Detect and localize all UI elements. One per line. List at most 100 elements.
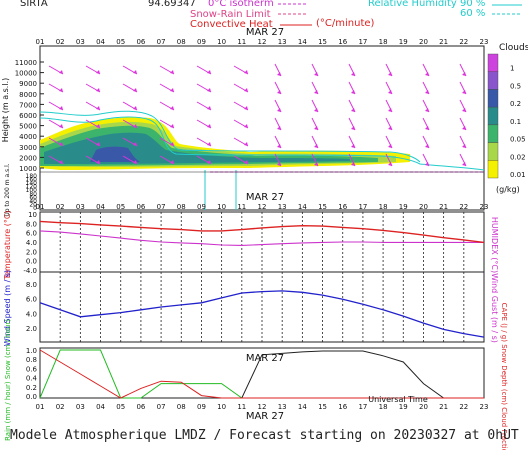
hour-tick-label: 23 — [480, 203, 489, 211]
cloud-legend-unit: (g/kg) — [496, 185, 520, 194]
wind-arrowhead — [425, 90, 429, 94]
hour-tick-label: 18 — [379, 403, 388, 411]
cloud-y-tick-low: 100 — [26, 187, 38, 194]
hour-tick-label: 03 — [76, 403, 85, 411]
precip-y2label: CAPE (J / g) Snow Depth (cm) Cloud Fract… — [500, 303, 508, 450]
wind-speed-line — [39, 290, 485, 338]
wind-arrowhead — [462, 144, 466, 148]
wind-arrowhead — [59, 106, 63, 110]
cloud-ylabel: Height (m a.s.l.) — [1, 78, 10, 143]
cloud-y-tick-low: 40 — [29, 198, 37, 205]
header: SIRTA 94.69347 0°C isotherm Snow-Rain Li… — [0, 0, 528, 36]
hour-tick-label: 13 — [278, 38, 287, 46]
wind-arrowhead — [133, 88, 137, 92]
hour-tick-label: 22 — [459, 38, 468, 46]
cloud-y-tick: 1000 — [19, 165, 37, 173]
cloud-y-tick: 9000 — [19, 80, 37, 88]
rh-90-line — [39, 116, 485, 171]
hour-tick-label: 01 — [36, 203, 45, 211]
precip-panel: 1.00.80.6 0.40.20.0 Rain (mm / hour) Snow… — [4, 303, 508, 450]
cloud-legend: Clouds (g/kg) 1 0.5 0.2 0.1 0.05 0.02 0.01 — [487, 43, 528, 194]
bottom-hour-axis: 01 02 03 04 05 06 07 08 09 10 11 12 13 14 15 16 17 18 19 20… — [36, 403, 489, 411]
wind-arrowhead — [207, 88, 211, 92]
rh-90-label: 90 % — [460, 0, 486, 9]
hour-tick-label: 10 — [217, 203, 226, 211]
temperature-line — [39, 220, 485, 244]
temp-ylabel: Temperature (°C) — [3, 210, 12, 280]
hour-tick-label: 08 — [177, 203, 186, 211]
wind-ylabel: Wind Speed (m / s) — [3, 270, 12, 346]
cloud-y-axis: 1100010000900080007000600050004000300020… — [15, 59, 44, 212]
temp-y-tick: 8.0 — [26, 220, 37, 228]
wind-arrowhead — [244, 106, 248, 110]
wind-arrowhead — [462, 90, 466, 94]
hour-tick-label: 06 — [136, 203, 145, 211]
wind-arrowhead — [277, 72, 281, 76]
humidex-line — [39, 230, 484, 246]
hour-tick-label: 04 — [96, 403, 105, 411]
wind-arrowhead — [133, 160, 137, 164]
cloud-legend-label: 0.01 — [510, 171, 526, 179]
wind-arrowhead — [425, 126, 429, 130]
cloud-y-tick: 4000 — [19, 133, 37, 141]
temp-y-tick: 2.0 — [26, 248, 37, 256]
top-hour-axis: 01 02 03 04 05 06 07 08 09 10 11 12 13 14 15 16 17 18 19 20… — [36, 38, 489, 46]
cloud-y-tick: 5000 — [19, 123, 37, 131]
cloud-legend-label: 1 — [510, 65, 514, 73]
hour-tick-label: 14 — [298, 38, 307, 46]
hour-tick-label: 07 — [157, 403, 166, 411]
hour-tick-label: 12 — [258, 203, 267, 211]
cloud-legend-label: 0.02 — [510, 153, 526, 161]
wind-arrowhead — [59, 160, 63, 164]
site-name: SIRTA — [20, 0, 48, 9]
hour-tick-label: 19 — [399, 38, 408, 46]
wind-arrowhead — [170, 88, 174, 92]
wind-arrowhead — [207, 70, 211, 74]
cloud-legend-swatch — [487, 106, 499, 126]
hour-tick-label: 11 — [237, 403, 246, 411]
cloud-y-tick-low: 20 — [29, 201, 37, 208]
wind-arrowhead — [314, 144, 318, 148]
cloud-y-tick: 7000 — [19, 101, 37, 109]
hour-tick-label: 07 — [157, 203, 166, 211]
cloud-legend-swatch — [487, 53, 499, 72]
convective-unit: (°C/minute) — [316, 18, 375, 29]
hour-tick-label: 08 — [177, 38, 186, 46]
temp-y-tick: 10 — [28, 211, 37, 219]
date-label-precip: MAR 27 — [246, 353, 284, 364]
hour-tick-label: 02 — [56, 403, 65, 411]
hour-tick-label: 06 — [136, 38, 145, 46]
cloud-y-tick: 3000 — [19, 144, 37, 152]
hour-tick-label: 08 — [177, 403, 186, 411]
cloud-legend-swatch — [487, 89, 499, 108]
date-label-bottom: MAR 27 — [246, 411, 284, 422]
date-label-mid: MAR 27 — [246, 192, 284, 203]
wind-arrowhead — [170, 70, 174, 74]
cloud-y-tick-low: 80 — [29, 191, 37, 198]
wind-arrowhead — [96, 160, 100, 164]
wind-arrowhead — [425, 72, 429, 76]
hour-tick-label: 16 — [338, 403, 347, 411]
wind-arrowhead — [244, 88, 248, 92]
wind-arrowhead — [388, 144, 392, 148]
cloud-legend-label: 0.05 — [510, 136, 526, 144]
rh-60-line — [39, 110, 421, 163]
cloud-y-tick: 8000 — [19, 91, 37, 99]
hour-tick-label: 04 — [96, 203, 105, 211]
hour-tick-label: 17 — [358, 403, 367, 411]
hour-tick-label: 01 — [36, 403, 45, 411]
cloud-y-tick: 10000 — [15, 70, 37, 78]
hour-tick-label: 02 — [56, 203, 65, 211]
cloud-y-tick-low: 180 — [26, 173, 38, 180]
hour-tick-label: 09 — [197, 203, 206, 211]
cloud-legend-swatch — [487, 160, 499, 179]
cloud-fraction-line — [40, 350, 484, 399]
precip-y-tick: 0.2 — [26, 384, 37, 392]
wind-arrowhead — [207, 142, 211, 146]
hour-tick-label: 10 — [217, 403, 226, 411]
wind-arrowhead — [96, 88, 100, 92]
universal-time-label: Universal Time — [368, 395, 428, 404]
cloud-y-tick-low: 0 — [33, 205, 37, 212]
precip-panel-frame — [39, 347, 485, 399]
wind-arrowhead — [59, 142, 63, 146]
